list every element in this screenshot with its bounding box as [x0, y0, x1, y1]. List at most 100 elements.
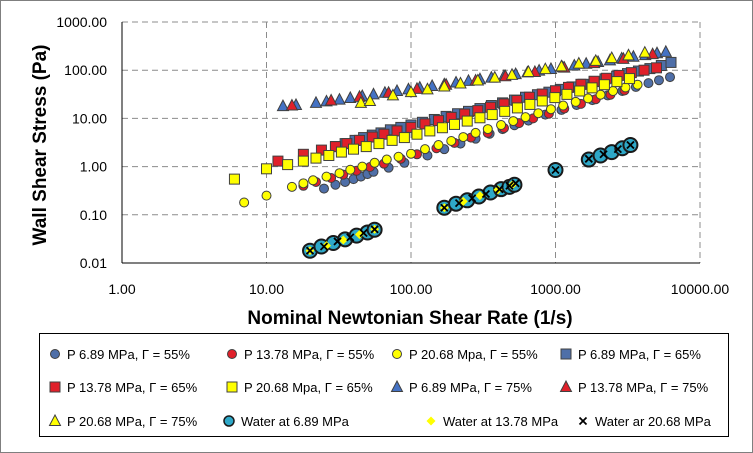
legend-item: P 6.89 MPa, Γ = 65% [557, 345, 701, 363]
data-point [486, 109, 498, 121]
data-point [448, 118, 460, 130]
legend-symbol [227, 349, 237, 359]
legend-symbol [390, 379, 404, 392]
data-point [508, 116, 519, 127]
legend-item: Water ar 20.68 MPa [574, 412, 711, 430]
data-point [343, 90, 357, 103]
legend-item: P 13.78 MPa, Γ = 75% [557, 378, 708, 396]
legend-label: P 13.78 MPa, Γ = 75% [578, 379, 709, 395]
legend-marker [48, 413, 62, 426]
data-point [261, 163, 272, 175]
legend-symbol [426, 416, 436, 426]
legend-symbol [226, 381, 238, 393]
data-point [468, 194, 477, 203]
data-point [334, 168, 345, 179]
legend-marker [50, 349, 60, 359]
data-point [272, 155, 284, 167]
data-point [346, 233, 355, 242]
data-point [643, 78, 654, 89]
data-point [424, 125, 436, 137]
data-point [505, 67, 519, 80]
x-tick-label: 10.00 [249, 281, 284, 297]
x-tick-label: 1000.00 [530, 281, 581, 297]
data-point [522, 64, 535, 77]
series-6 [228, 73, 635, 185]
data-point [406, 148, 416, 159]
data-point [357, 161, 368, 172]
data-point [495, 185, 504, 194]
legend-label: Water ar 20.68 MPa [595, 413, 711, 429]
data-point [454, 198, 464, 208]
data-point [505, 181, 514, 190]
data-point [555, 59, 568, 72]
grid [122, 21, 701, 263]
legend-symbol [578, 416, 588, 426]
data-point [586, 82, 598, 94]
data-point [298, 178, 309, 189]
data-point [599, 150, 608, 159]
data-point [461, 115, 473, 127]
legend-item: P 20.68 Mpa, Γ = 55% [388, 345, 538, 363]
data-point [393, 151, 404, 162]
data-point [572, 56, 586, 69]
data-point [545, 104, 556, 115]
data-point [653, 75, 664, 86]
data-point [398, 132, 410, 144]
data-point [524, 98, 536, 110]
legend-item: Water at 6.89 MPa [220, 412, 349, 430]
axes [121, 22, 700, 264]
data-point [345, 164, 356, 175]
data-point [360, 141, 372, 153]
data-point [354, 95, 368, 108]
data-point [404, 85, 418, 98]
legend-marker [426, 416, 436, 426]
data-point [511, 102, 523, 114]
data-point [458, 196, 468, 206]
y-tick-label: 1.00 [80, 159, 107, 175]
data-point [333, 237, 342, 246]
legend-marker [560, 348, 572, 360]
data-point [583, 93, 594, 104]
data-point [659, 44, 673, 57]
legend-label: P 6.89 MPa, Γ = 55% [67, 346, 190, 362]
legend-marker [49, 381, 61, 393]
data-point [319, 183, 330, 194]
data-point [496, 119, 507, 130]
data-point [370, 225, 379, 234]
legend-marker [226, 381, 238, 393]
data-point [595, 89, 606, 100]
data-points [228, 44, 677, 259]
data-point [511, 179, 520, 188]
y-tick-label: 0.10 [80, 207, 107, 223]
x-axis-label: Nominal Newtonian Shear Rate (1/s) [247, 308, 572, 329]
data-point [282, 159, 294, 171]
y-tick-label: 0.01 [80, 255, 107, 271]
y-axis-label: Wall Shear Stress (Pa) [30, 45, 51, 246]
data-point [309, 95, 323, 108]
tick-labels: 1.00 10.00 100.00 1000.00 10000.00 0.01 0.10 1.… [56, 14, 729, 297]
data-point [613, 145, 622, 154]
legend-marker [223, 415, 235, 427]
data-point [228, 173, 240, 185]
legend-marker [390, 379, 404, 392]
data-point [405, 121, 417, 133]
data-point [533, 108, 544, 119]
data-point [598, 79, 610, 91]
data-point [538, 62, 552, 75]
legend-label: Water at 6.89 MPa [241, 413, 349, 429]
data-point [638, 45, 652, 58]
data-point [433, 140, 444, 151]
legend-label: P 20.68 MPa, Γ = 75% [67, 413, 198, 429]
data-point [308, 175, 319, 186]
legend-label: Water at 13.78 MPa [443, 413, 559, 429]
data-point [353, 134, 365, 146]
data-point [551, 165, 560, 175]
data-point [286, 181, 297, 192]
data-point [323, 149, 335, 161]
data-point [665, 72, 676, 83]
data-point [471, 73, 485, 86]
data-point [333, 92, 346, 105]
data-point [359, 228, 368, 238]
series-3 [239, 79, 643, 208]
